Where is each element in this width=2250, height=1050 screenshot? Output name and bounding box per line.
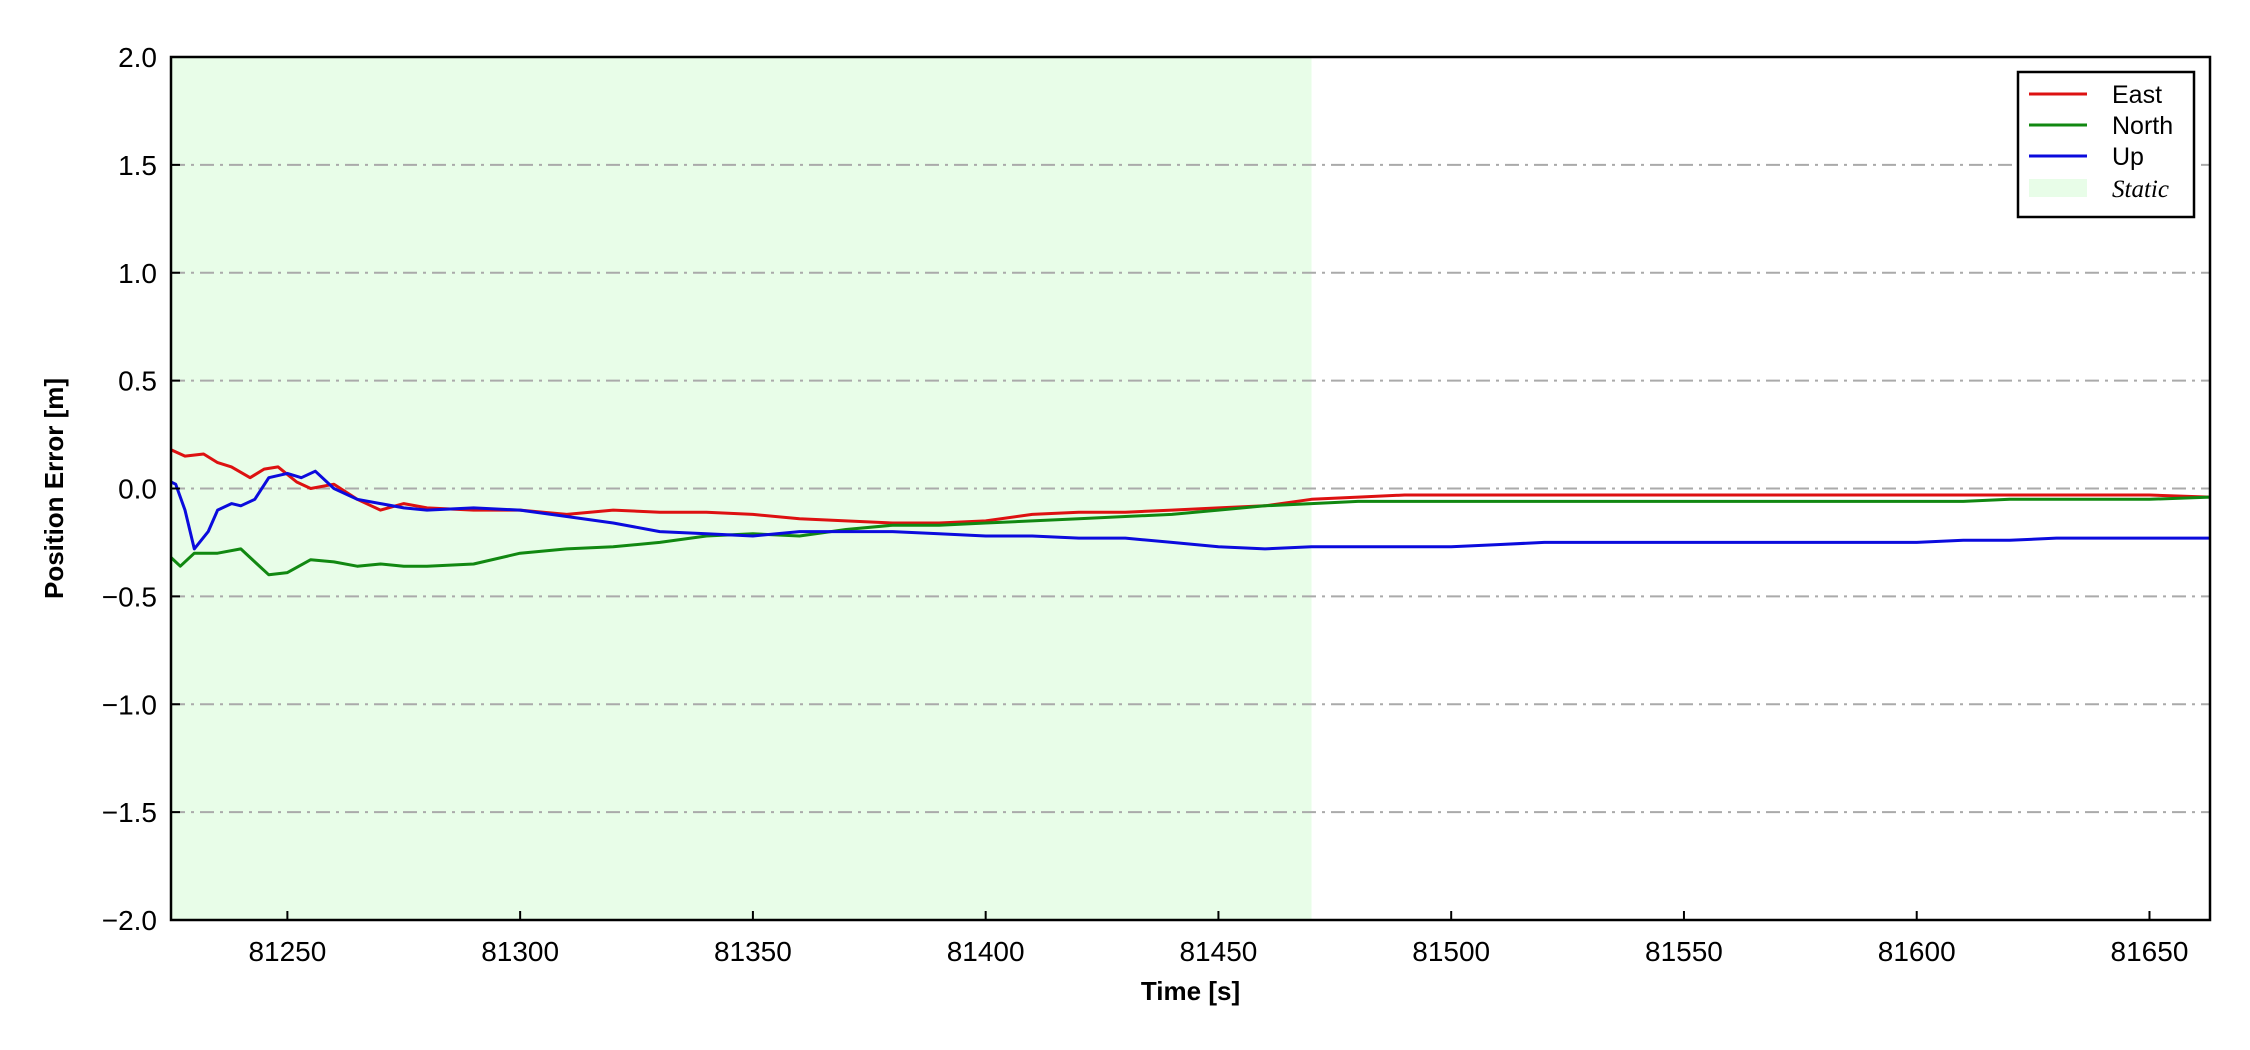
- x-tick-label: 81450: [1179, 936, 1257, 967]
- series-line-east: [170, 448, 2211, 525]
- legend-label-east: East: [2112, 81, 2162, 109]
- x-tick-label: 81350: [714, 936, 792, 967]
- x-tick-label: 81600: [1878, 936, 1956, 967]
- x-tick-label: 81650: [2111, 936, 2189, 967]
- x-tick-label: 81500: [1412, 936, 1490, 967]
- y-tick-label: −2.0: [102, 905, 157, 936]
- y-tick-label: 1.5: [118, 150, 157, 181]
- legend-box: [2016, 70, 2196, 219]
- legend-swatch-static: [2029, 179, 2087, 197]
- legend-label-north: North: [2112, 112, 2173, 140]
- legend: East North Up Static: [2016, 70, 2196, 219]
- series-line-up: [170, 469, 2210, 551]
- x-tick-label: 81300: [481, 936, 559, 967]
- y-tick-label: 0.5: [118, 366, 157, 397]
- y-tick-label: 2.0: [118, 42, 157, 73]
- y-tick-label: −0.5: [102, 581, 157, 612]
- y-tick-label: −1.0: [102, 689, 157, 720]
- x-ticks: 81250 81300 81350 81400 81450 81500 81550 81600…: [248, 911, 2188, 967]
- series-line-north: [169, 495, 2211, 577]
- series-layer: [169, 448, 2211, 577]
- y-tick-label: 0.0: [118, 474, 157, 505]
- y-tick-label: −1.5: [102, 797, 157, 828]
- y-tick-label: 1.0: [118, 258, 157, 289]
- x-tick-label: 81250: [248, 936, 326, 967]
- y-axis-title: Position Error [m]: [39, 378, 69, 599]
- x-tick-label: 81400: [947, 936, 1025, 967]
- y-ticks: −2.0 −1.5 −1.0 −0.5 0.0 0.5 1.0 1.5 2.0: [102, 42, 180, 936]
- grid-layer: [171, 163, 2210, 814]
- legend-label-up: Up: [2112, 143, 2144, 171]
- legend-label-static: Static: [2112, 176, 2169, 203]
- x-axis-title: Time [s]: [1141, 976, 1240, 1006]
- x-tick-label: 81550: [1645, 936, 1723, 967]
